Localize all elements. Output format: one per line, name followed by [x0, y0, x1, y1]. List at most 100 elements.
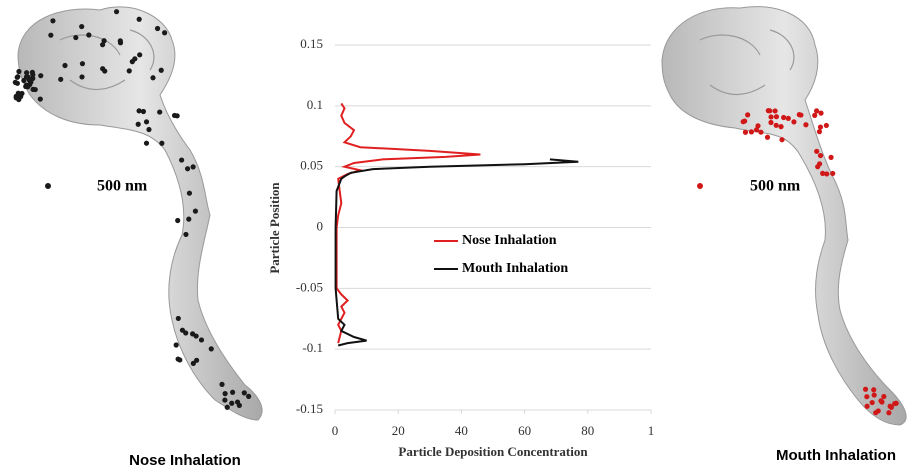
particle	[15, 74, 20, 79]
particle	[818, 124, 823, 129]
particle	[137, 52, 142, 57]
particle	[818, 111, 823, 116]
y-axis-title: Particle Position	[267, 182, 282, 274]
legend-label: Mouth Inhalation	[462, 261, 568, 276]
particle	[889, 405, 894, 410]
particle	[219, 382, 224, 387]
x-tick-label: 0	[332, 423, 339, 438]
particle	[871, 387, 876, 392]
x-tick-label: 40	[455, 423, 468, 438]
particle	[183, 232, 188, 237]
particle	[132, 56, 137, 61]
particle	[781, 115, 786, 120]
scale-dot	[697, 183, 703, 189]
particle	[246, 394, 251, 399]
particle	[174, 342, 179, 347]
particle	[177, 357, 182, 362]
particle	[118, 40, 123, 45]
y-tick-label: 0	[317, 218, 324, 233]
particle	[62, 63, 67, 68]
particle	[767, 108, 772, 113]
particle	[179, 157, 184, 162]
particle	[828, 155, 833, 160]
particle	[886, 410, 891, 415]
particle	[191, 164, 196, 169]
particle	[38, 96, 43, 101]
scale-dot	[45, 183, 51, 189]
particle	[187, 191, 192, 196]
particle	[209, 346, 214, 351]
particle	[80, 61, 85, 66]
particle	[815, 164, 820, 169]
y-tick-label: 0.1	[307, 97, 323, 112]
particle	[743, 130, 748, 135]
particle	[175, 218, 180, 223]
particle	[786, 116, 791, 121]
particle	[225, 405, 230, 410]
particle	[159, 141, 164, 146]
airway-shape	[18, 7, 262, 420]
particle	[162, 30, 167, 35]
particle	[136, 122, 141, 127]
particle	[172, 113, 177, 118]
particle	[824, 171, 829, 176]
particle	[137, 17, 142, 22]
particle	[30, 87, 35, 92]
y-tick-label: -0.05	[296, 279, 323, 294]
x-tick-label: 20	[392, 423, 405, 438]
particle	[768, 114, 773, 119]
particle	[881, 394, 886, 399]
particle	[16, 69, 21, 74]
data-line	[337, 103, 481, 343]
particle	[774, 123, 779, 128]
y-tick-label: -0.15	[296, 401, 323, 416]
particle	[23, 84, 28, 89]
particle	[814, 149, 819, 154]
particle	[186, 217, 191, 222]
particle	[824, 123, 829, 128]
particle	[864, 394, 869, 399]
particle	[870, 400, 875, 405]
particle	[758, 130, 763, 135]
particle	[159, 68, 164, 73]
particle	[830, 171, 835, 176]
particle	[798, 112, 803, 117]
particle	[114, 9, 119, 14]
airway-model-left	[18, 7, 262, 420]
particle	[741, 119, 746, 124]
particle	[235, 399, 240, 404]
particle	[803, 122, 808, 127]
particle	[127, 68, 132, 73]
particle	[814, 108, 819, 113]
particle	[28, 79, 33, 84]
particle	[779, 137, 784, 142]
particle	[14, 95, 19, 100]
particle	[791, 119, 796, 124]
particle	[774, 114, 779, 119]
y-tick-label: 0.15	[300, 36, 323, 51]
particle	[50, 18, 55, 23]
scale-label: 500 nm	[750, 178, 801, 195]
particle	[876, 408, 881, 413]
legend-label: Nose Inhalation	[462, 233, 557, 248]
particle	[749, 129, 754, 134]
particle	[863, 387, 868, 392]
particle	[180, 328, 185, 333]
particle	[141, 109, 146, 114]
airway-shape	[662, 7, 906, 425]
particle	[48, 33, 53, 38]
particle	[765, 135, 770, 140]
particle	[754, 127, 759, 132]
particle	[894, 401, 899, 406]
particle	[144, 119, 149, 124]
airway-model-right	[662, 7, 906, 425]
y-tick-label: 0.05	[300, 158, 323, 173]
particle	[817, 129, 822, 134]
x-axis-title: Particle Deposition Concentration	[398, 444, 588, 459]
particle	[150, 75, 155, 80]
particle	[818, 153, 823, 158]
particle	[778, 124, 783, 129]
particle	[223, 391, 228, 396]
scale-label: 500 nm	[97, 178, 148, 195]
particle	[199, 337, 204, 342]
